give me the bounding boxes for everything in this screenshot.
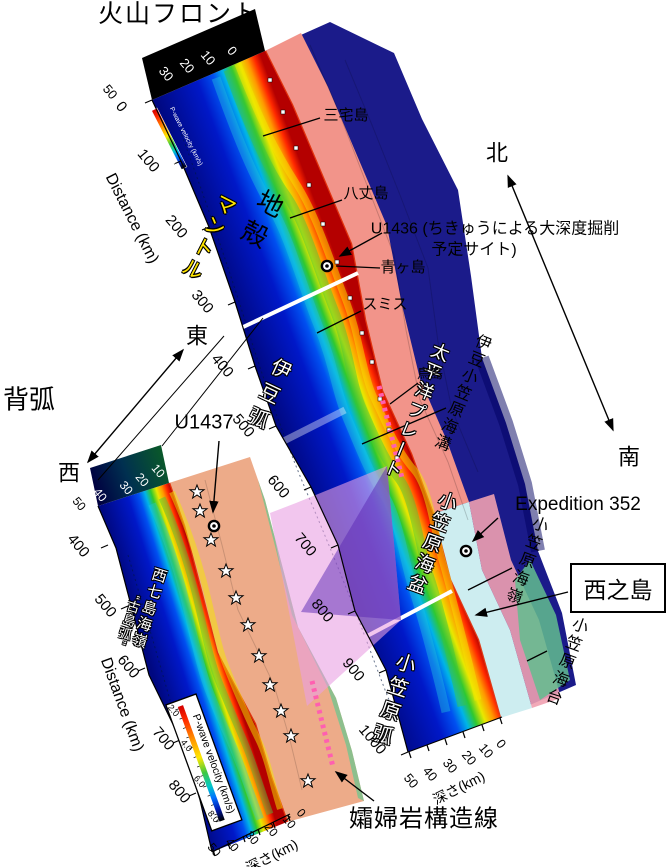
- island-aogashima-label: 青ヶ島: [380, 259, 426, 277]
- compass-west-label: 西: [57, 460, 81, 486]
- site-u1436-label-line2: 予定サイト): [431, 241, 517, 259]
- projection-wedge: [97, 317, 401, 706]
- island-hachijojima-label: 八丈島: [343, 185, 389, 203]
- main-section-velocity-panel: [152, 51, 500, 752]
- velocity-legend: [165, 693, 243, 832]
- island-torishima-label: 鳥島: [416, 366, 444, 382]
- north-south-arrow: [507, 174, 614, 432]
- island-miyakejima-label: 三宅島: [323, 107, 369, 125]
- main-distance-axis: [144, 99, 409, 756]
- annotation-arrows: [209, 232, 569, 802]
- figure-title: 火山フロント: [97, 0, 261, 28]
- compass-south-label: 南: [617, 444, 641, 470]
- nishinoshima-box: 西之島: [570, 563, 666, 613]
- compass-east-label: 東: [185, 323, 209, 349]
- east-west-arrow: [86, 348, 185, 464]
- site-marker-u1436: [320, 259, 334, 273]
- compass-north-label: 北: [485, 140, 509, 166]
- island-nishinoshima-label: 西之島: [583, 577, 653, 603]
- leader-lines: [262, 117, 548, 662]
- lower-section-velocity-panel: [98, 483, 287, 852]
- site-marker-expedition352: [459, 544, 473, 558]
- back-arc-label: 背弧: [2, 384, 56, 415]
- main-top-depth-face: [142, 9, 265, 100]
- sofugan-tectonic-line-label: 孀婦岩構造線: [349, 805, 499, 833]
- lower-bottom-depth-axis: [211, 813, 291, 857]
- main-bottom-depth-axis: [407, 716, 503, 759]
- expedition-352-label: Expedition 352: [515, 494, 641, 516]
- site-marker-u1437: [207, 519, 221, 533]
- site-u1437-label: U1437: [174, 411, 234, 434]
- site-u1436-label-line1: U1436 (ちきゅうによる大深度掘削: [370, 220, 620, 238]
- island-smith-label: スミス: [362, 296, 408, 314]
